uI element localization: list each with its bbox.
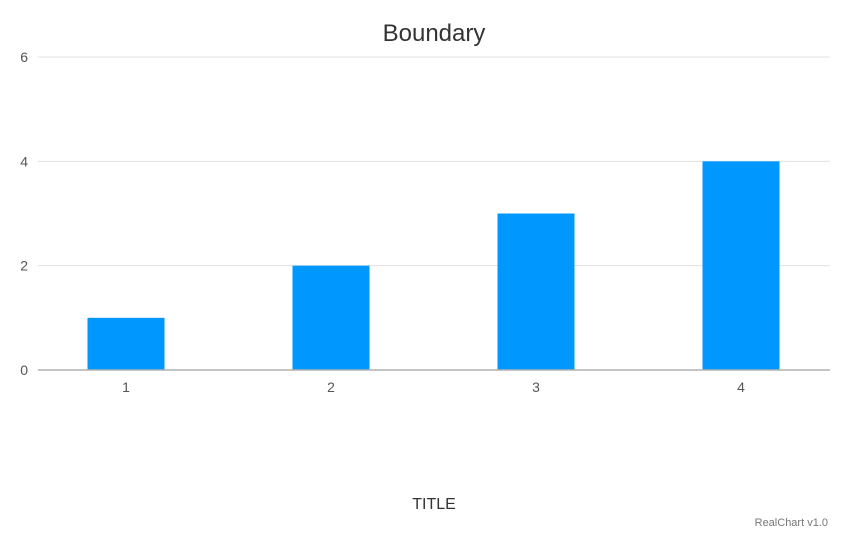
- x-tick-label-2: 2: [327, 379, 335, 395]
- x-axis-tick-labels: 1 2 3 4: [122, 379, 745, 395]
- bar-3[interactable]: [497, 213, 575, 371]
- bar-2[interactable]: [292, 265, 370, 370]
- chart-title: Boundary: [383, 20, 486, 47]
- grid-lines: [38, 56, 830, 267]
- y-tick-label-1: 2: [20, 258, 28, 274]
- x-tick-label-3: 3: [532, 379, 540, 395]
- bar-4[interactable]: [702, 161, 780, 370]
- bars: [87, 161, 780, 371]
- bar-1[interactable]: [87, 317, 165, 370]
- y-tick-label-3: 6: [20, 49, 28, 65]
- x-tick-label-1: 1: [122, 379, 130, 395]
- credits-label[interactable]: RealChart v1.0: [755, 517, 828, 529]
- y-axis-tick-labels: 0 2 4 6: [20, 49, 28, 378]
- y-tick-label-0: 0: [20, 362, 28, 378]
- x-tick-label-4: 4: [737, 379, 745, 395]
- y-tick-label-2: 4: [20, 153, 28, 169]
- x-axis-title: TITLE: [412, 496, 456, 513]
